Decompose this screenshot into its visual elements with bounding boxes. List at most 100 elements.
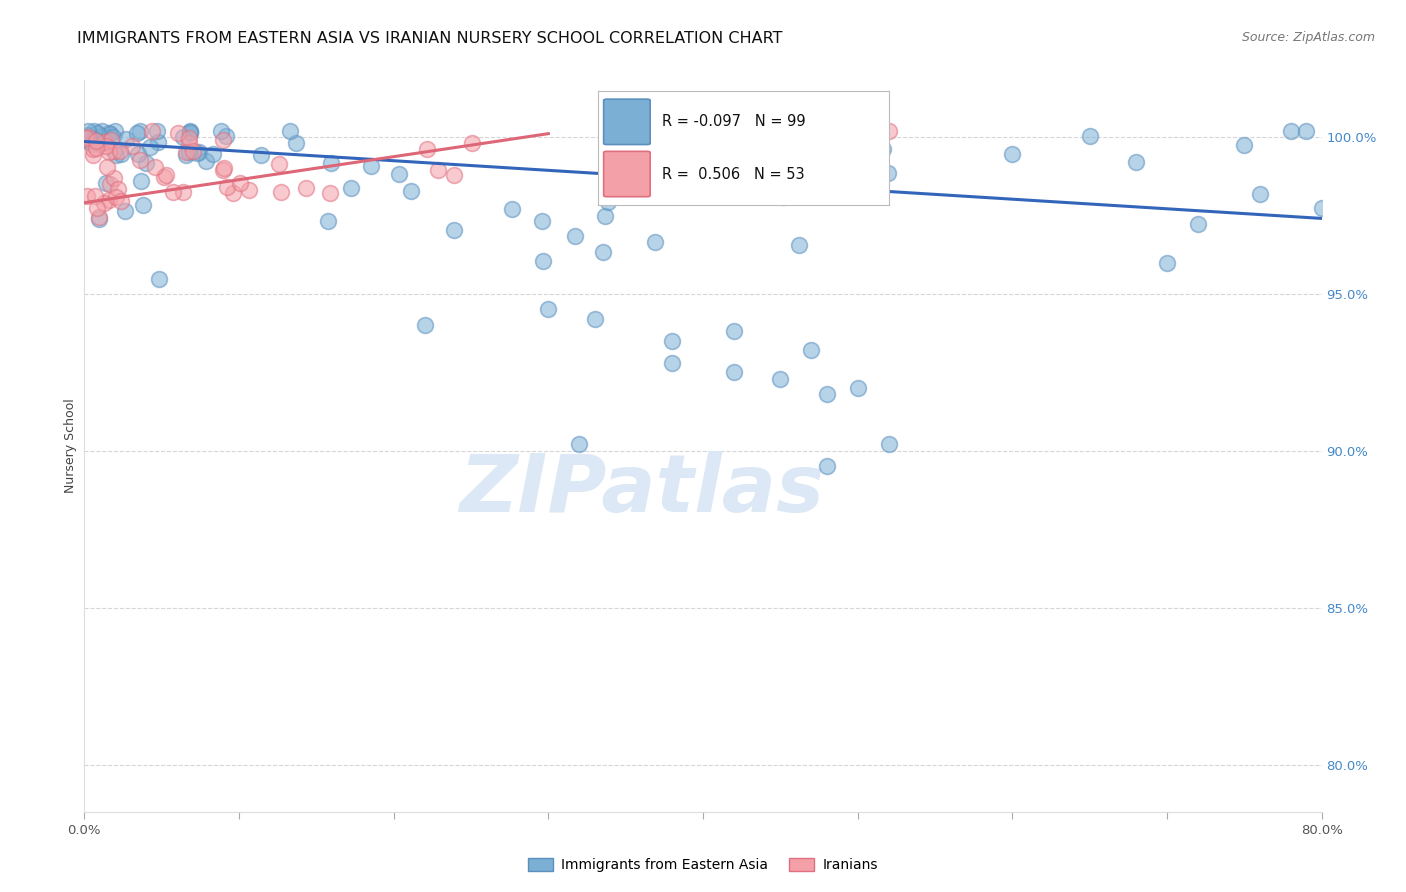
Point [77, 128, 100, 142]
Point [278, 123, 301, 137]
Point [460, 136, 482, 151]
Text: IMMIGRANTS FROM EASTERN ASIA VS IRANIAN NURSERY SCHOOL CORRELATION CHART: IMMIGRANTS FROM EASTERN ASIA VS IRANIAN … [77, 31, 783, 46]
Point [115, 131, 138, 145]
Point [90, 128, 112, 143]
Point [661, 356, 683, 370]
Point [139, 139, 162, 153]
Point [769, 371, 792, 385]
Point [90, 123, 112, 137]
Point [662, 185, 685, 199]
Legend: Immigrants from Eastern Asia, Iranians: Immigrants from Eastern Asia, Iranians [523, 853, 883, 878]
Point [110, 194, 132, 209]
Point [114, 203, 136, 218]
Point [228, 177, 250, 191]
Point [94, 138, 117, 153]
Point [98, 128, 121, 142]
Point [86, 126, 108, 140]
Point [186, 146, 208, 161]
Point [664, 123, 686, 137]
Point [141, 123, 163, 137]
Point [796, 123, 818, 137]
Point [284, 136, 307, 150]
Point [128, 123, 150, 137]
Point [876, 166, 898, 180]
Point [267, 157, 290, 171]
Point [568, 437, 591, 451]
Point [415, 142, 437, 156]
Point [174, 145, 197, 160]
Point [97, 145, 120, 159]
Point [762, 168, 785, 182]
Point [316, 214, 339, 228]
Point [1233, 138, 1256, 153]
Point [96, 131, 118, 145]
Point [100, 133, 122, 147]
Point [179, 125, 201, 139]
Point [98, 177, 121, 191]
Point [104, 190, 127, 204]
Point [104, 123, 127, 137]
Point [96, 160, 118, 174]
Point [83, 123, 105, 137]
Point [1249, 186, 1271, 201]
Point [295, 181, 318, 195]
Point [83, 189, 105, 203]
Point [872, 142, 894, 156]
Point [148, 135, 170, 149]
Text: ZIPatlas: ZIPatlas [458, 450, 824, 529]
Point [209, 124, 232, 138]
Point [84, 141, 107, 155]
Point [146, 124, 169, 138]
Point [800, 343, 823, 358]
Point [1279, 123, 1302, 137]
Point [212, 161, 235, 176]
Point [87, 137, 110, 152]
Point [110, 147, 132, 161]
Point [564, 229, 586, 244]
Point [877, 123, 900, 137]
Point [83, 132, 105, 146]
Point [94, 176, 117, 190]
Point [162, 185, 184, 199]
Point [661, 334, 683, 348]
Point [94, 135, 117, 149]
Point [110, 145, 132, 159]
Point [501, 202, 523, 216]
Point [583, 311, 606, 326]
Point [1156, 256, 1178, 270]
Point [77, 134, 100, 148]
Point [153, 169, 176, 184]
Point [1078, 128, 1101, 143]
Point [399, 184, 422, 198]
Point [815, 459, 838, 474]
Point [172, 185, 194, 199]
Point [388, 167, 411, 181]
Point [815, 387, 838, 401]
Point [135, 155, 157, 169]
Point [1125, 154, 1147, 169]
Point [89, 211, 111, 225]
Point [82, 148, 104, 162]
Point [201, 147, 224, 161]
Point [593, 209, 616, 223]
Point [194, 154, 217, 169]
Point [212, 163, 235, 178]
Point [76, 123, 98, 137]
Point [143, 160, 166, 174]
Point [86, 201, 108, 215]
Point [537, 302, 560, 317]
Point [103, 145, 125, 159]
Point [212, 133, 235, 147]
Point [121, 139, 143, 153]
Point [177, 145, 200, 159]
Point [682, 123, 704, 137]
Point [181, 144, 204, 158]
Point [531, 253, 554, 268]
Point [179, 126, 201, 140]
Text: Source: ZipAtlas.com: Source: ZipAtlas.com [1241, 31, 1375, 45]
Point [174, 147, 197, 161]
Point [768, 123, 790, 137]
Point [250, 148, 273, 162]
Point [772, 190, 794, 204]
Point [426, 162, 449, 177]
